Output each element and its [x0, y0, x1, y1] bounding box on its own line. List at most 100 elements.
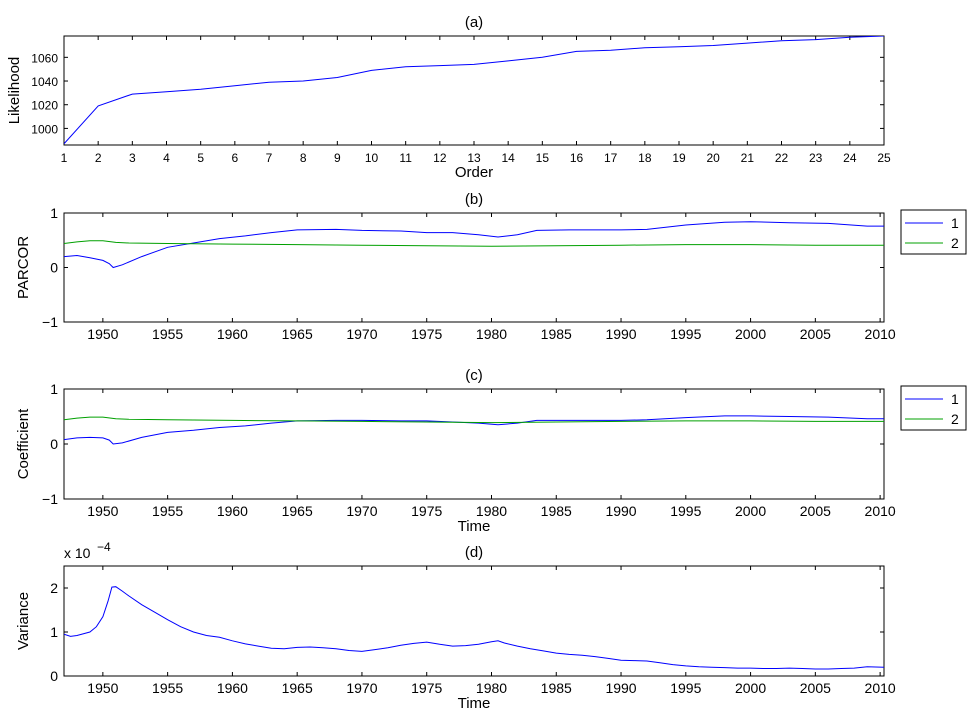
- y-tick-label: 0: [50, 436, 58, 452]
- x-tick-label: 1965: [282, 680, 313, 696]
- x-tick-label: 2005: [800, 680, 831, 696]
- x-tick-label: 2005: [800, 326, 831, 342]
- x-tick-label: 25: [877, 151, 891, 165]
- x-tick-label: 2005: [800, 503, 831, 519]
- x-tick-label: 1985: [541, 503, 572, 519]
- x-tick-label: 1980: [476, 680, 507, 696]
- x-tick-label: 8: [300, 151, 307, 165]
- series-line-a-likelihood: [64, 36, 884, 145]
- y-tick-label: −1: [42, 491, 58, 507]
- x-tick-label: 1955: [152, 503, 183, 519]
- x-tick-label: 1975: [411, 326, 442, 342]
- x-tick-label: 1970: [346, 326, 377, 342]
- panel-title-b: (b): [465, 191, 483, 208]
- panel-title-c: (c): [465, 367, 483, 384]
- y-tick-label: 2: [50, 580, 58, 596]
- y-axis-label-b: PARCOR: [15, 236, 32, 299]
- x-tick-label: 1955: [152, 680, 183, 696]
- x-axis-label-c: Time: [458, 518, 491, 535]
- x-tick-label: 1985: [541, 326, 572, 342]
- x-tick-label: 1970: [346, 680, 377, 696]
- legend-c: [900, 385, 967, 431]
- panel-b: (b) 1950 1955 1960 1965 1970 1975 1980 1985 1990 1…: [15, 191, 967, 342]
- x-tick-label: 1990: [605, 503, 636, 519]
- x-tick-label: 2000: [735, 503, 766, 519]
- series-line-b-1: [64, 221, 884, 269]
- panel-title-a: (a): [465, 14, 483, 31]
- series-line-c-1: [64, 415, 884, 445]
- panel-title-d: (d): [465, 544, 483, 561]
- y-axis-label-c: Coefficient: [15, 408, 32, 479]
- x-tick-label: 1990: [605, 326, 636, 342]
- x-tick-label: 1975: [411, 503, 442, 519]
- x-tick-label: 1955: [152, 326, 183, 342]
- x-tick-label: 20: [706, 151, 720, 165]
- x-tick-label: 15: [536, 151, 550, 165]
- y-tick-label: 1020: [31, 99, 58, 113]
- x-tick-label: 1980: [476, 326, 507, 342]
- y-tick-label: 1: [50, 624, 58, 640]
- x-tick-label: 18: [638, 151, 652, 165]
- x-tick-label: 1990: [605, 680, 636, 696]
- x-tick-label: 4: [163, 151, 170, 165]
- legend-label-1: 1: [951, 391, 959, 407]
- x-tick-label: 2000: [735, 326, 766, 342]
- series-line-c-2: [64, 416, 884, 424]
- x-tick-label: 17: [604, 151, 618, 165]
- legend-label-2: 2: [951, 235, 959, 251]
- x-tick-label: 2010: [865, 326, 896, 342]
- x-tick-label: 1950: [87, 680, 118, 696]
- y-axis-label-d: Variance: [15, 592, 32, 650]
- x-tick-label: 1995: [670, 326, 701, 342]
- x-tick-label: 1995: [670, 680, 701, 696]
- y-tick-label: 1: [50, 381, 58, 397]
- x-tick-label: 2: [95, 151, 102, 165]
- x-tick-label: 14: [501, 151, 515, 165]
- panel-c: (c) 1950 1955 1960 1965 1970 1975 1980 1985 1990 1…: [15, 367, 967, 535]
- x-tick-label: 1970: [346, 503, 377, 519]
- x-tick-label: 1965: [282, 503, 313, 519]
- x-tick-label: 2010: [865, 503, 896, 519]
- x-tick-label: 1965: [282, 326, 313, 342]
- x-tick-label: 19: [672, 151, 686, 165]
- panel-d: (d) 1950 1955 1960 1965 1970 1975 1980 1985 1990 1…: [15, 540, 896, 712]
- y-tick-label: 0: [50, 668, 58, 684]
- panel-a: (a)1 2 3 4 5 6 7 8 9 10 11 12 13 14 15 16 17 18 19 20 21 22 23…: [6, 14, 891, 181]
- y-tick-label: 1: [50, 205, 58, 221]
- y-exponent-power: −4: [97, 540, 111, 554]
- x-axis-label-d: Time: [458, 695, 491, 712]
- x-tick-label: 1950: [87, 326, 118, 342]
- y-tick-label: 1000: [31, 122, 58, 136]
- x-tick-label: 1985: [541, 680, 572, 696]
- y-tick-label: −1: [42, 314, 58, 330]
- x-tick-label: 1960: [217, 503, 248, 519]
- plot-area-b: [63, 212, 885, 323]
- y-tick-label: 1060: [31, 51, 58, 65]
- x-tick-label: 21: [741, 151, 755, 165]
- x-tick-label: 6: [231, 151, 238, 165]
- legend-label-2: 2: [951, 411, 959, 427]
- legend-label-1: 1: [951, 215, 959, 231]
- x-tick-label: 1980: [476, 503, 507, 519]
- x-tick-label: 1950: [87, 503, 118, 519]
- x-tick-label: 7: [266, 151, 273, 165]
- series-line-d-variance: [64, 586, 884, 670]
- x-tick-label: 3: [129, 151, 136, 165]
- x-tick-label: 1975: [411, 680, 442, 696]
- x-tick-label: 22: [775, 151, 789, 165]
- legend-b: [900, 209, 967, 255]
- plot-area-a: [63, 35, 885, 146]
- x-tick-label: 2000: [735, 680, 766, 696]
- x-tick-label: 13: [467, 151, 481, 165]
- y-tick-label: 0: [50, 260, 58, 276]
- x-tick-label: 1960: [217, 326, 248, 342]
- x-tick-label: 9: [334, 151, 341, 165]
- plot-area-c: [63, 388, 885, 500]
- x-tick-label: 1: [61, 151, 68, 165]
- series-line-b-2: [64, 240, 884, 247]
- y-axis-label-a: Likelihood: [6, 57, 23, 125]
- y-exponent-label: x 10: [64, 545, 91, 561]
- x-tick-label: 11: [399, 151, 412, 165]
- x-tick-label: 23: [809, 151, 823, 165]
